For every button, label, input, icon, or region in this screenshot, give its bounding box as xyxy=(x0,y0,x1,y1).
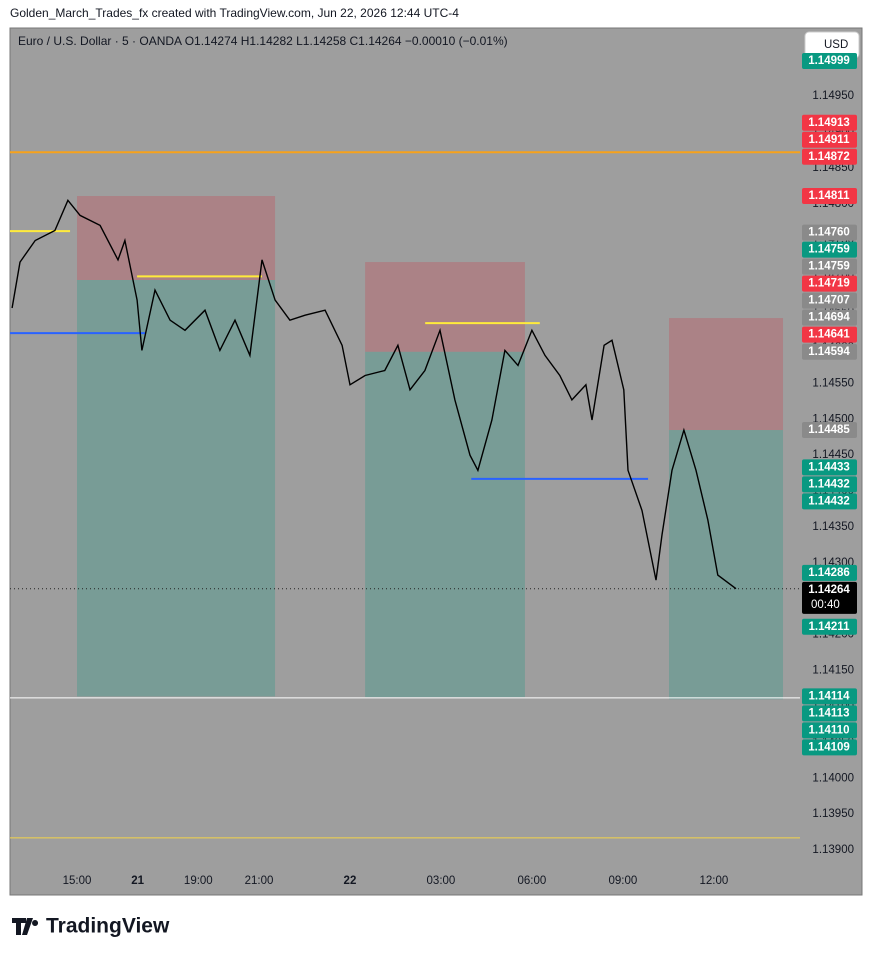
price-badge xyxy=(802,581,857,614)
price-badge xyxy=(802,114,857,131)
price-badge xyxy=(802,705,857,722)
price-badge xyxy=(802,148,857,165)
target-zone xyxy=(365,351,525,698)
x-tick-label: 06:00 xyxy=(518,875,547,887)
price-badge xyxy=(802,422,857,439)
price-badge-label: 1.14719 xyxy=(808,278,850,290)
brand: TradingView xyxy=(46,915,170,938)
price-badge xyxy=(802,53,857,70)
price-badge-label: 1.14113 xyxy=(809,707,850,719)
countdown: 00:40 xyxy=(811,599,840,611)
price-badge xyxy=(802,739,857,756)
x-tick-label: 22 xyxy=(344,875,357,887)
price-badge xyxy=(802,688,857,705)
price-badge-label: 1.14759 xyxy=(808,261,850,273)
stop-zone xyxy=(77,196,276,280)
y-tick-label: 1.13950 xyxy=(812,808,854,820)
price-badge xyxy=(802,493,857,510)
currency-label[interactable]: USD xyxy=(824,39,848,51)
price-badge-label: 1.14594 xyxy=(808,346,850,358)
y-tick-label: 1.14150 xyxy=(812,665,854,677)
price-badge-label: 1.14264 xyxy=(808,584,850,596)
price-badge xyxy=(802,618,857,635)
header-text: Golden_March_Trades_fx created with Trad… xyxy=(10,6,459,20)
price-badge xyxy=(802,241,857,258)
x-tick-label: 03:00 xyxy=(427,875,456,887)
y-tick-label: 1.14550 xyxy=(812,377,854,389)
stop-zone xyxy=(365,262,525,352)
price-badge xyxy=(802,258,857,275)
price-badge-label: 1.14913 xyxy=(808,117,850,129)
price-badge-label: 1.14999 xyxy=(808,55,850,67)
target-zone xyxy=(668,430,784,700)
chart-title: Euro / U.S. Dollar · 5 · OANDA O1.14274 … xyxy=(18,34,508,48)
price-badge-label: 1.14911 xyxy=(809,134,851,146)
price-badge-label: 1.14485 xyxy=(808,424,850,436)
x-tick-label: 21 xyxy=(131,875,144,887)
price-badge-label: 1.14760 xyxy=(808,227,850,239)
y-tick-label: 1.14850 xyxy=(812,162,854,174)
plot-area xyxy=(10,151,800,839)
price-line xyxy=(11,198,737,590)
price-badge xyxy=(802,459,857,476)
price-badge-label: 1.14872 xyxy=(808,151,850,163)
y-tick-label: 1.14350 xyxy=(812,521,854,533)
price-badge xyxy=(802,722,857,739)
price-badge-label: 1.14694 xyxy=(808,312,850,324)
price-badge xyxy=(802,343,857,360)
y-tick-label: 1.14000 xyxy=(812,772,854,784)
price-badge-label: 1.14432 xyxy=(808,478,850,490)
price-badge-label: 1.14110 xyxy=(809,724,850,736)
x-tick-label: 12:00 xyxy=(699,875,728,887)
price-badge-label: 1.14641 xyxy=(808,329,850,341)
price-badge xyxy=(802,326,857,343)
price-badge xyxy=(802,224,857,241)
target-zone xyxy=(77,280,276,697)
y-tick-label: 1.14450 xyxy=(812,449,854,461)
y-tick-label: 1.13900 xyxy=(812,844,854,856)
price-badge-label: 1.14759 xyxy=(808,244,850,256)
x-tick-label: 21:00 xyxy=(245,875,274,887)
x-tick-label: 19:00 xyxy=(184,875,213,887)
price-badge xyxy=(802,131,857,148)
price-badge-label: 1.14433 xyxy=(808,461,850,473)
chart-background xyxy=(9,27,863,896)
logo: TradingView xyxy=(12,915,170,938)
stop-zone xyxy=(668,318,784,431)
y-tick-label: 1.14950 xyxy=(812,90,854,102)
price-badge-label: 1.14432 xyxy=(808,495,850,507)
price-badge xyxy=(802,188,857,204)
price-badge-label: 1.14109 xyxy=(808,741,850,753)
price-badge-label: 1.14114 xyxy=(809,690,851,702)
price-badge xyxy=(802,309,857,326)
logo-icon xyxy=(12,918,39,935)
x-tick-label: 15:00 xyxy=(63,875,92,887)
price-badge xyxy=(802,476,857,493)
price-badge-label: 1.14707 xyxy=(808,295,850,307)
x-tick-label: 09:00 xyxy=(609,875,638,887)
price-badge xyxy=(802,292,857,309)
price-badge-label: 1.14211 xyxy=(809,621,851,633)
price-badge xyxy=(802,275,857,292)
price-badge xyxy=(802,564,857,581)
price-badge-label: 1.14811 xyxy=(809,190,851,202)
price-badge-label: 1.14286 xyxy=(808,567,850,579)
